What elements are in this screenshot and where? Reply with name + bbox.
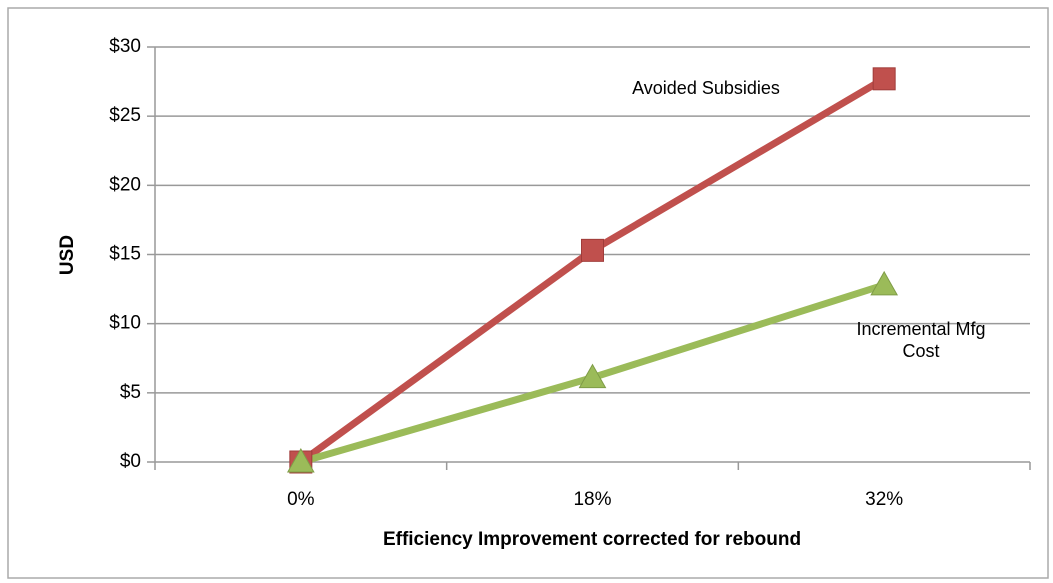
marker	[286, 447, 315, 473]
y-tick-label: $15	[109, 244, 141, 265]
y-tick-label: $5	[120, 382, 141, 403]
series-label: Incremental Mfg Cost	[856, 319, 986, 361]
y-tick-label: $30	[109, 36, 141, 57]
x-tick-label: 32%	[865, 489, 903, 510]
series-line	[298, 75, 886, 465]
y-tick-label: $10	[109, 313, 141, 334]
series-label: Avoided Subsidies	[632, 78, 780, 98]
marker	[581, 238, 604, 262]
x-axis-label: Efficiency Improvement corrected for reb…	[383, 529, 801, 550]
y-tick-label: $25	[109, 105, 141, 126]
y-tick-label: $0	[120, 451, 141, 472]
x-tick-label: 18%	[573, 489, 611, 510]
marker	[578, 363, 607, 389]
y-axis-label: USD	[57, 235, 78, 275]
marker	[872, 67, 896, 91]
x-tick-label: 0%	[287, 489, 315, 510]
marker	[870, 270, 899, 296]
chart-frame	[7, 7, 1049, 579]
y-tick-label: $20	[109, 174, 141, 195]
